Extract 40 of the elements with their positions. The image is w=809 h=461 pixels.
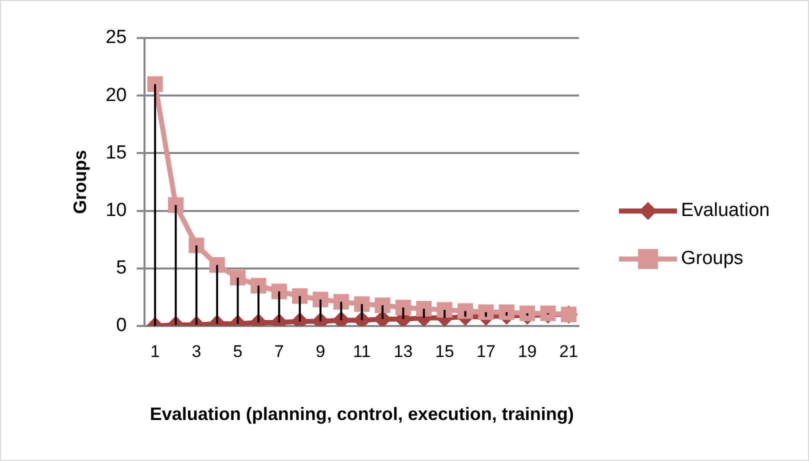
point [374, 297, 390, 314]
point [333, 294, 349, 310]
x-tick-label: 3 [192, 342, 202, 361]
point [457, 303, 474, 319]
point [292, 288, 308, 304]
point [250, 278, 266, 294]
y-axis-title: Groups [70, 150, 90, 214]
point [168, 197, 184, 213]
point [230, 270, 246, 286]
y-tick-label: 15 [106, 142, 127, 164]
x-tick-label: 19 [518, 342, 537, 361]
x-tick-label: 7 [274, 342, 284, 361]
point [478, 304, 494, 320]
legend-label: Evaluation [680, 200, 770, 222]
x-tick-label: 1 [150, 342, 160, 361]
point [416, 300, 432, 316]
point [520, 306, 536, 322]
x-tick-label: 21 [559, 342, 578, 361]
x-tick-label: 15 [435, 342, 454, 361]
point [147, 76, 163, 92]
point [312, 292, 328, 308]
point [354, 296, 370, 312]
y-tick-label: 25 [106, 27, 127, 48]
x-tick-label: 13 [394, 342, 413, 361]
y-tick-label: 20 [106, 84, 127, 106]
point [395, 300, 412, 316]
x-tick-label: 5 [233, 342, 243, 361]
point [188, 238, 204, 254]
y-tick-label: 5 [116, 258, 127, 279]
x-axis-title: Evaluation (planning, control, execution, training) [150, 404, 574, 424]
x-tick-label: 11 [353, 342, 371, 361]
point [271, 284, 287, 300]
point [498, 304, 514, 320]
x-tick-label: 9 [316, 342, 326, 361]
y-tick-label: 0 [116, 315, 127, 336]
point [436, 302, 452, 318]
y-tick-label: 10 [106, 200, 127, 222]
point [209, 257, 225, 273]
x-tick-label: 17 [476, 342, 496, 361]
legend-label: Groups [680, 248, 744, 270]
